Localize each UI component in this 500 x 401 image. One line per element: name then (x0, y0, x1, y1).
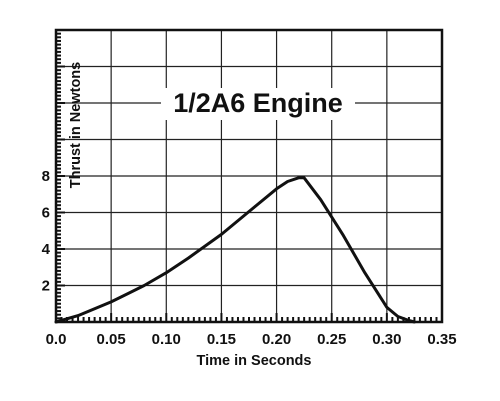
y-axis-title: Thrust in Newtons (68, 62, 84, 188)
x-tick-label: 0.20 (262, 331, 291, 348)
x-tick-label: 0.15 (207, 331, 236, 348)
x-tick-label: 0.05 (97, 331, 126, 348)
chart-title-group: 1/2A6 Engine (161, 88, 355, 120)
y-tick-label: 8 (42, 168, 50, 185)
chart-title: 1/2A6 Engine (173, 88, 343, 118)
y-tick-label: 4 (42, 241, 51, 258)
x-tick-label: 0.10 (152, 331, 181, 348)
y-tick-label: 2 (42, 278, 50, 295)
y-tick-labels: 2 4 6 8 (42, 168, 51, 295)
x-tick-label: 0.25 (317, 331, 346, 348)
series-line-thrust (54, 176, 416, 324)
grid (56, 30, 442, 322)
x-tick-labels: 0.0 0.05 0.10 0.15 0.20 0.25 0.30 0.35 (46, 331, 457, 348)
x-tick-label: 0.35 (427, 331, 456, 348)
y-tick-label: 6 (42, 205, 50, 222)
x-tick-label: 0.0 (46, 331, 67, 348)
x-axis-title: Time in Seconds (197, 353, 312, 369)
x-tick-label: 0.30 (372, 331, 401, 348)
minor-tick-marks (55, 29, 443, 323)
